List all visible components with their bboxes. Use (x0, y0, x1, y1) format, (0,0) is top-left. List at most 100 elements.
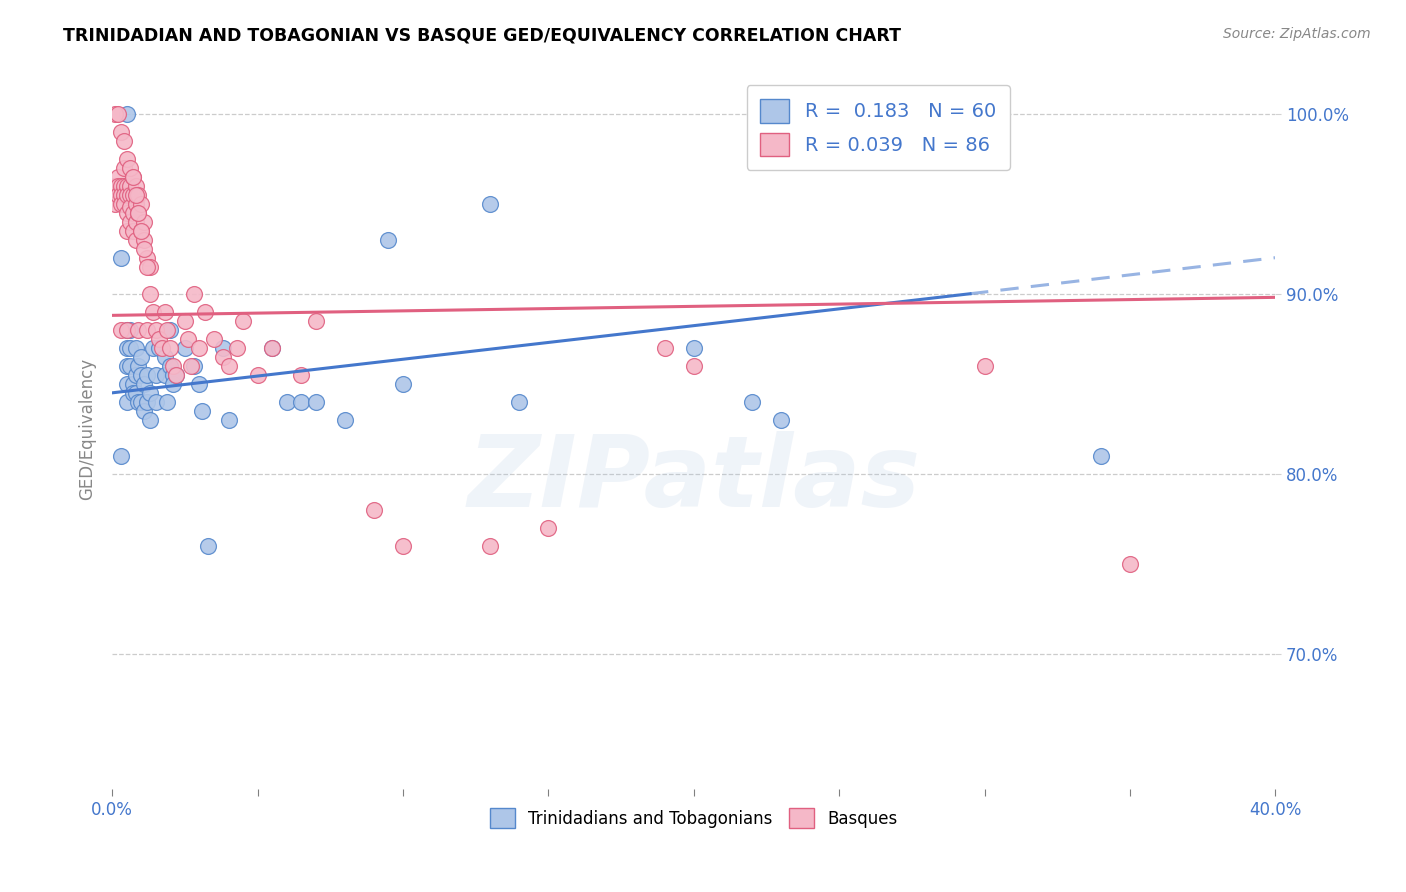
Point (218, 359, 240, 373)
Point (246, 368, 269, 382)
Point (741, 394, 763, 409)
Point (115, 323, 138, 337)
Point (770, 413, 793, 427)
Point (115, 376, 138, 391)
Point (118, 341, 141, 355)
Point (153, 368, 176, 382)
Point (107, 187, 129, 202)
Point (131, 224, 153, 238)
Point (537, 521, 560, 535)
Point (153, 350, 176, 364)
Point (121, 187, 143, 202)
Point (136, 251, 159, 265)
Point (134, 404, 156, 418)
Point (118, 215, 141, 229)
Point (121, 205, 143, 219)
Point (131, 394, 153, 409)
Point (202, 332, 225, 346)
Point (118, 161, 141, 175)
Point (124, 196, 146, 211)
Point (197, 539, 219, 553)
Point (188, 341, 211, 355)
Point (156, 323, 179, 337)
Point (115, 106, 138, 120)
Point (333, 413, 356, 427)
Text: ZIPatlas: ZIPatlas (467, 431, 921, 528)
Point (159, 341, 181, 355)
Point (136, 323, 159, 337)
Legend: Trinidadians and Tobagonians, Basques: Trinidadians and Tobagonians, Basques (484, 801, 904, 835)
Point (183, 286, 205, 301)
Point (134, 376, 156, 391)
Point (191, 404, 214, 418)
Point (194, 305, 217, 319)
Point (136, 260, 159, 274)
Point (142, 305, 165, 319)
Point (139, 286, 162, 301)
Point (124, 178, 146, 193)
Point (232, 314, 254, 328)
Point (153, 305, 176, 319)
Point (165, 368, 187, 382)
Text: TRINIDADIAN AND TOBAGONIAN VS BASQUE GED/EQUIVALENCY CORRELATION CHART: TRINIDADIAN AND TOBAGONIAN VS BASQUE GED… (63, 27, 901, 45)
Point (131, 350, 153, 364)
Point (107, 106, 129, 120)
Point (127, 205, 149, 219)
Point (115, 394, 138, 409)
Point (121, 376, 143, 391)
Point (115, 205, 138, 219)
Point (107, 178, 129, 193)
Point (392, 376, 415, 391)
Point (174, 341, 197, 355)
Point (159, 323, 181, 337)
Point (121, 169, 143, 184)
Point (139, 385, 162, 400)
Point (145, 394, 167, 409)
Point (124, 385, 146, 400)
Point (110, 178, 132, 193)
Point (156, 394, 179, 409)
Point (112, 134, 135, 148)
Point (110, 251, 132, 265)
Point (290, 368, 312, 382)
Point (107, 169, 129, 184)
Point (211, 350, 233, 364)
Point (134, 242, 156, 256)
Point (165, 368, 187, 382)
Point (148, 332, 170, 346)
Point (145, 323, 167, 337)
Point (226, 341, 249, 355)
Point (136, 368, 159, 382)
Point (127, 359, 149, 373)
Point (124, 187, 146, 202)
Point (136, 394, 159, 409)
Point (1090, 449, 1112, 463)
Point (508, 394, 530, 409)
Point (124, 215, 146, 229)
Point (262, 341, 284, 355)
Point (115, 341, 138, 355)
Point (134, 233, 156, 247)
Point (118, 187, 141, 202)
Point (110, 449, 132, 463)
Point (124, 341, 146, 355)
Point (115, 359, 138, 373)
Point (112, 178, 135, 193)
Point (479, 196, 502, 211)
Point (262, 341, 284, 355)
Point (110, 323, 132, 337)
Point (134, 215, 156, 229)
Point (392, 539, 415, 553)
Point (183, 359, 205, 373)
Point (121, 169, 143, 184)
Point (110, 187, 132, 202)
Point (112, 161, 135, 175)
Point (115, 178, 138, 193)
Point (305, 394, 328, 409)
Point (110, 125, 132, 139)
Point (127, 205, 149, 219)
Point (121, 224, 143, 238)
Point (159, 359, 181, 373)
Point (118, 323, 141, 337)
Point (180, 359, 202, 373)
